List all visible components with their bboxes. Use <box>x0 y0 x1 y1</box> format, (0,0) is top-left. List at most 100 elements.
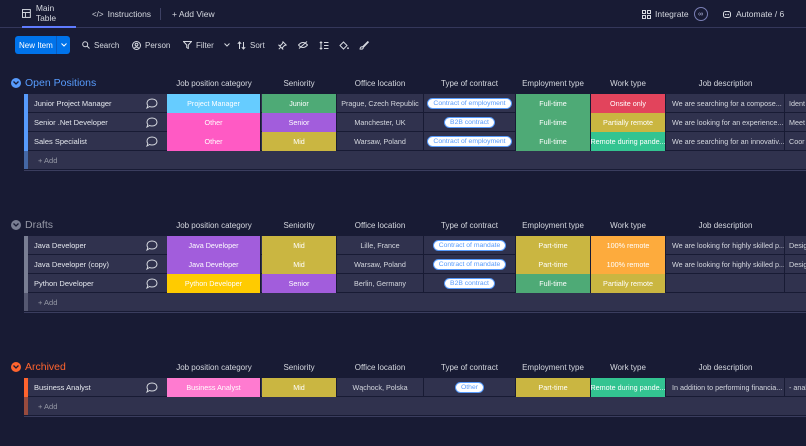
employment-status[interactable]: Full-time <box>516 94 591 113</box>
group-title-open-positions[interactable]: Open Positions <box>11 76 96 90</box>
group-title-archived[interactable]: Archived <box>11 360 66 374</box>
column-header-category[interactable]: Job position category <box>176 79 252 88</box>
column-header-office[interactable]: Office location <box>354 221 406 230</box>
employment-status[interactable]: Part-time <box>516 378 591 397</box>
column-header-category[interactable]: Job position category <box>176 363 252 372</box>
column-header-description[interactable]: Job description <box>698 79 753 88</box>
office-location[interactable]: Prague, Czech Republic <box>337 94 424 113</box>
column-header-seniority[interactable]: Seniority <box>283 363 315 372</box>
chat-bubble-icon[interactable] <box>146 98 158 109</box>
office-location[interactable]: Berlin, Germany <box>337 274 424 293</box>
chevron-down-icon[interactable] <box>11 78 21 88</box>
contract-cell[interactable]: Other <box>424 378 516 397</box>
filter-button[interactable]: Filter <box>183 36 234 54</box>
extra-text[interactable]: Desig <box>789 260 806 269</box>
worktype-status[interactable]: Remote during pande... <box>591 378 666 397</box>
item-name[interactable]: Java Developer (copy) <box>34 260 110 269</box>
employment-status[interactable]: Part-time <box>516 255 591 274</box>
extra-text[interactable]: Meet <box>789 118 805 127</box>
column-header-employment[interactable]: Employment type <box>522 221 584 230</box>
seniority-status[interactable]: Mid <box>262 132 337 151</box>
column-header-employment[interactable]: Employment type <box>522 363 584 372</box>
seniority-status[interactable]: Junior <box>262 94 337 113</box>
contract-cell[interactable]: B2B contract <box>424 113 516 132</box>
automate-button[interactable]: Automate / 6 <box>722 0 784 28</box>
chat-bubble-icon[interactable] <box>146 259 158 270</box>
office-location[interactable]: Wąchock, Polska <box>337 378 424 397</box>
column-header-description[interactable]: Job description <box>698 363 753 372</box>
office-location[interactable]: Manchester, UK <box>337 113 424 132</box>
add-item-row[interactable]: + Add <box>24 293 806 311</box>
person-filter-button[interactable]: Person <box>132 36 170 54</box>
add-item-row[interactable]: + Add <box>24 151 806 169</box>
category-status[interactable]: Other <box>167 132 261 151</box>
worktype-status[interactable]: 100% remote <box>591 255 666 274</box>
item-name[interactable]: Sales Specialist <box>34 137 87 146</box>
extra-text[interactable]: Ident <box>789 99 805 108</box>
chat-bubble-icon[interactable] <box>146 117 158 128</box>
worktype-status[interactable]: Remote during pande... <box>591 132 666 151</box>
column-header-office[interactable]: Office location <box>354 363 406 372</box>
chat-bubble-icon[interactable] <box>146 278 158 289</box>
employment-status[interactable]: Full-time <box>516 274 591 293</box>
employment-status[interactable]: Full-time <box>516 113 591 132</box>
color-button[interactable] <box>339 36 353 54</box>
extra-text[interactable] <box>785 274 806 293</box>
category-status[interactable]: Project Manager <box>167 94 261 113</box>
contract-cell[interactable]: Contract of employment <box>424 94 516 113</box>
category-status[interactable]: Business Analyst <box>167 378 261 397</box>
worktype-status[interactable]: 100% remote <box>591 236 666 255</box>
column-header-contract[interactable]: Type of contract <box>441 221 498 230</box>
column-header-office[interactable]: Office location <box>354 79 406 88</box>
table-row[interactable]: Sales Specialist Other Mid Warsaw, Polan… <box>24 132 806 151</box>
chat-bubble-icon[interactable] <box>146 382 158 393</box>
hide-button[interactable] <box>298 36 312 54</box>
category-status[interactable]: Other <box>167 113 261 132</box>
pin-button[interactable] <box>278 36 291 54</box>
seniority-status[interactable]: Senior <box>262 274 337 293</box>
item-name[interactable]: Junior Project Manager <box>34 99 112 108</box>
column-header-contract[interactable]: Type of contract <box>441 363 498 372</box>
job-description[interactable]: We are looking for an experience... <box>666 113 785 132</box>
category-status[interactable]: Java Developer <box>167 236 261 255</box>
worktype-status[interactable]: Onsite only <box>591 94 666 113</box>
chat-bubble-icon[interactable] <box>146 240 158 251</box>
integrate-button[interactable]: Integrate ∞ <box>642 0 708 28</box>
contract-cell[interactable]: B2B contract <box>424 274 516 293</box>
column-header-worktype[interactable]: Work type <box>610 221 646 230</box>
employment-status[interactable]: Part-time <box>516 236 591 255</box>
add-item-row[interactable]: + Add <box>24 397 806 415</box>
job-description[interactable]: We are looking for highly skilled p... <box>666 255 785 274</box>
column-header-employment[interactable]: Employment type <box>522 79 584 88</box>
item-name[interactable]: Java Developer <box>34 241 87 250</box>
chevron-down-icon[interactable] <box>223 43 230 47</box>
column-header-category[interactable]: Job position category <box>176 221 252 230</box>
table-row[interactable]: Junior Project Manager Project Manager J… <box>24 94 806 113</box>
column-header-worktype[interactable]: Work type <box>610 79 646 88</box>
seniority-status[interactable]: Mid <box>262 236 337 255</box>
column-header-seniority[interactable]: Seniority <box>283 79 315 88</box>
column-header-seniority[interactable]: Seniority <box>283 221 315 230</box>
office-location[interactable]: Warsaw, Poland <box>337 132 424 151</box>
search-button[interactable]: Search <box>82 36 119 54</box>
table-row[interactable]: Senior .Net Developer Other Senior Manch… <box>24 113 806 132</box>
item-name[interactable]: Senior .Net Developer <box>34 118 108 127</box>
new-item-button[interactable]: New Item <box>15 36 70 54</box>
category-status[interactable]: Java Developer <box>167 255 261 274</box>
job-description[interactable]: In addition to performing financia... <box>666 378 785 397</box>
office-location[interactable]: Warsaw, Poland <box>337 255 424 274</box>
column-header-contract[interactable]: Type of contract <box>441 79 498 88</box>
item-name[interactable]: Python Developer <box>34 279 94 288</box>
seniority-status[interactable]: Mid <box>262 255 337 274</box>
seniority-status[interactable]: Senior <box>262 113 337 132</box>
extra-text[interactable]: Coor <box>789 137 805 146</box>
chevron-down-icon[interactable] <box>11 362 21 372</box>
job-description[interactable]: We are searching for a compose... <box>666 94 785 113</box>
job-description[interactable] <box>666 274 785 293</box>
chevron-down-icon[interactable] <box>56 36 70 54</box>
extra-text[interactable]: - anal <box>789 383 806 392</box>
table-row[interactable]: Python Developer Python Developer Senior… <box>24 274 806 293</box>
table-row[interactable]: Business Analyst Business Analyst Mid Wą… <box>24 378 806 397</box>
tab-main-table[interactable]: Main Table <box>22 0 76 28</box>
chevron-down-icon[interactable] <box>11 220 21 230</box>
